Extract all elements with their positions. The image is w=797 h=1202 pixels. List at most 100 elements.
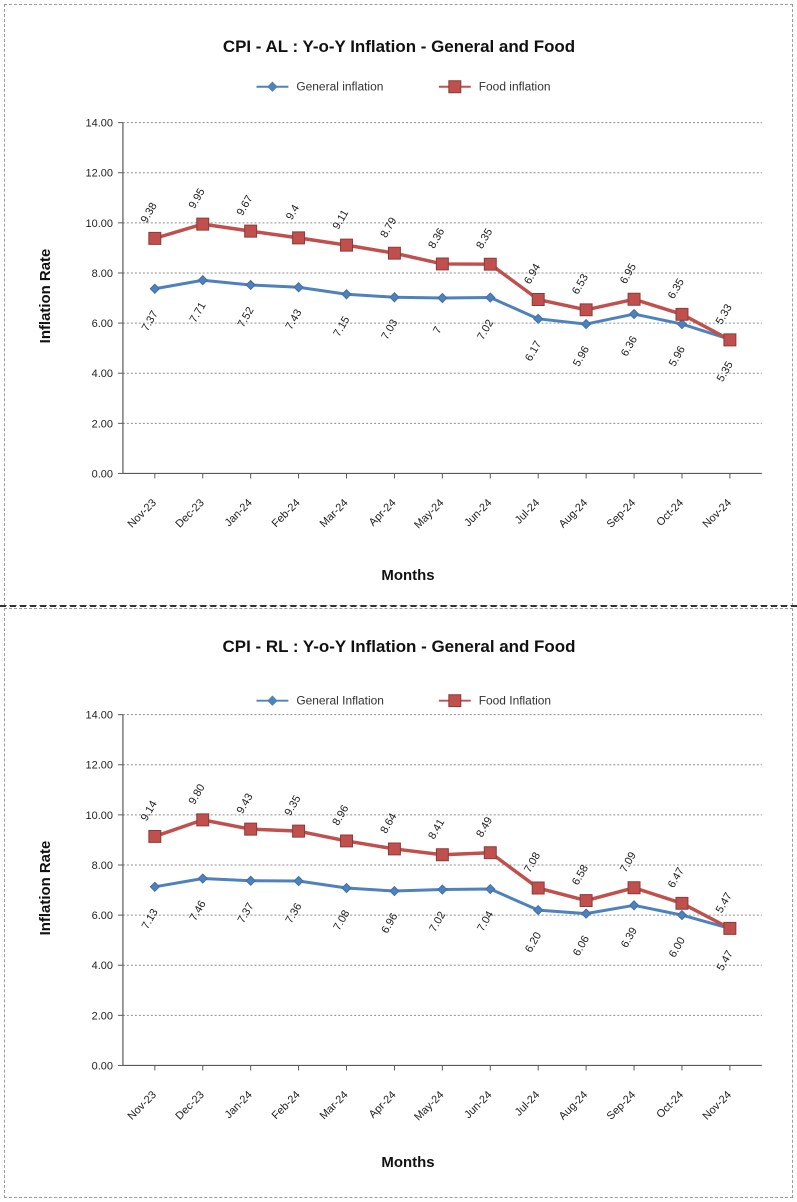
general-inflation-point xyxy=(533,313,544,325)
x-tick-label: Sep-24 xyxy=(605,497,638,530)
y-tick-label: 6.00 xyxy=(92,318,113,330)
food-inflation-data-label: 9.11 xyxy=(331,208,352,232)
food-inflation-point xyxy=(483,846,497,860)
y-tick-label: 14.00 xyxy=(86,710,113,722)
general-inflation-data-label: 6.17 xyxy=(523,339,544,363)
general-inflation-point xyxy=(628,900,640,911)
y-tick-label: 10.00 xyxy=(86,218,113,230)
general-inflation-point xyxy=(676,318,688,330)
y-tick-label: 14.00 xyxy=(86,118,113,130)
general-inflation-data-label: 5.96 xyxy=(667,344,688,368)
general-inflation-data-label: 7.43 xyxy=(283,307,304,331)
general-inflation-data-label: 5.96 xyxy=(571,344,592,368)
x-tick-label: Nov-24 xyxy=(701,497,734,530)
general-inflation-data-label: 7.08 xyxy=(331,908,352,932)
general-inflation-data-label: 7.46 xyxy=(188,899,209,923)
food-inflation-point xyxy=(292,231,306,245)
x-tick-label: Nov-23 xyxy=(125,497,158,530)
general-inflation-point xyxy=(149,881,161,892)
general-inflation-data-label: 7.71 xyxy=(188,300,209,324)
general-inflation-data-label: 7.36 xyxy=(283,901,304,925)
general-inflation-data-label: 7.04 xyxy=(475,909,496,933)
x-tick-label: Sep-24 xyxy=(605,1089,638,1122)
general-inflation-point xyxy=(293,875,304,887)
x-tick-label: Dec-23 xyxy=(173,1089,206,1122)
general-inflation-point xyxy=(149,283,161,294)
food-inflation-data-label: 5.33 xyxy=(714,302,735,326)
food-inflation-data-label: 8.36 xyxy=(426,226,447,250)
general-inflation-point xyxy=(580,908,592,919)
food-inflation-point xyxy=(723,333,737,347)
x-tick-label: Oct-24 xyxy=(654,497,686,529)
general-inflation-data-label: 6.36 xyxy=(619,334,640,358)
x-tick-label: Aug-24 xyxy=(557,1089,590,1122)
legend-food-label: Food inflation xyxy=(479,80,551,94)
food-inflation-point xyxy=(675,896,689,910)
general-inflation-data-label: 7.37 xyxy=(140,309,161,333)
x-tick-label: Aug-24 xyxy=(557,497,590,530)
food-inflation-data-label: 8.49 xyxy=(474,815,495,839)
food-inflation-point xyxy=(292,824,306,838)
food-inflation-point xyxy=(196,813,210,827)
legend: General Inflation Food Inflation xyxy=(256,694,551,708)
food-inflation-data-label: 9.14 xyxy=(139,799,160,823)
cpi-al-chart-panel: CPI - AL : Y-o-Y Inflation - General and… xyxy=(4,4,793,606)
cpi-rl-chart: CPI - RL : Y-o-Y Inflation - General and… xyxy=(37,637,762,1171)
food-inflation-point xyxy=(627,292,641,306)
general-inflation-data-label: 7.03 xyxy=(379,317,400,341)
x-tick-label: Nov-23 xyxy=(125,1089,158,1122)
general-inflation-point xyxy=(533,904,544,916)
legend-food-marker xyxy=(448,694,462,708)
x-tick-label: Feb-24 xyxy=(270,497,303,530)
general-inflation-data-label: 7.52 xyxy=(236,305,257,329)
food-inflation-data-label: 6.47 xyxy=(666,866,687,890)
food-inflation-point xyxy=(435,848,449,862)
x-tick-label: Feb-24 xyxy=(270,1089,303,1122)
legend-general-label: General inflation xyxy=(296,80,383,94)
x-tick-label: Jul-24 xyxy=(513,497,543,527)
food-inflation-data-label: 9.80 xyxy=(187,782,208,806)
food-inflation-point xyxy=(148,829,162,843)
y-tick-label: 0.00 xyxy=(92,468,113,480)
x-tick-label: Oct-24 xyxy=(654,1089,686,1121)
y-axis-label: Inflation Rate xyxy=(37,841,54,936)
y-tick-label: 2.00 xyxy=(92,418,113,430)
general-inflation-point xyxy=(676,909,688,921)
general-inflation-data-label: 7.37 xyxy=(236,901,257,925)
general-inflation-point xyxy=(628,308,640,320)
cpi-rl-title: CPI - RL : Y-o-Y Inflation - General and… xyxy=(223,637,576,656)
food-inflation-point xyxy=(387,246,401,260)
general-inflation-data-label: 7 xyxy=(431,325,444,336)
food-inflation-point xyxy=(627,881,641,895)
food-inflation-point xyxy=(340,238,353,252)
food-inflation-data-label: 8.79 xyxy=(378,216,399,240)
cpi-al-chart: CPI - AL : Y-o-Y Inflation - General and… xyxy=(37,37,762,584)
general-inflation-point xyxy=(293,282,304,293)
general-inflation-point xyxy=(485,883,496,895)
general-inflation-point xyxy=(580,318,592,330)
x-tick-label: Jun-24 xyxy=(462,497,494,529)
x-tick-label: May-24 xyxy=(412,497,446,531)
food-inflation-point xyxy=(483,257,497,271)
general-inflation-point xyxy=(389,292,400,303)
food-inflation-data-label: 8.96 xyxy=(330,803,351,827)
y-tick-label: 4.00 xyxy=(92,960,113,972)
food-inflation-data-label: 9.95 xyxy=(187,186,208,210)
x-tick-label: Apr-24 xyxy=(367,497,399,529)
general-inflation-data-label: 7.15 xyxy=(331,314,352,338)
food-inflation-data-label: 9.35 xyxy=(282,794,303,818)
food-inflation-point xyxy=(579,894,593,908)
general-inflation-data-label: 7.02 xyxy=(427,910,448,934)
food-inflation-point xyxy=(340,834,353,848)
y-axis-label: Inflation Rate xyxy=(37,249,54,344)
general-inflation-point xyxy=(197,275,208,286)
food-inflation-data-label: 9.67 xyxy=(235,193,256,217)
general-inflation-data-label: 5.47 xyxy=(715,949,736,973)
food-inflation-point xyxy=(579,303,593,317)
food-inflation-data-label: 5.47 xyxy=(714,891,735,915)
cpi-rl-chart-panel: CPI - RL : Y-o-Y Inflation - General and… xyxy=(4,608,793,1198)
y-tick-label: 4.00 xyxy=(92,368,113,380)
legend: General inflation Food inflation xyxy=(256,80,551,94)
general-inflation-point xyxy=(437,884,448,895)
